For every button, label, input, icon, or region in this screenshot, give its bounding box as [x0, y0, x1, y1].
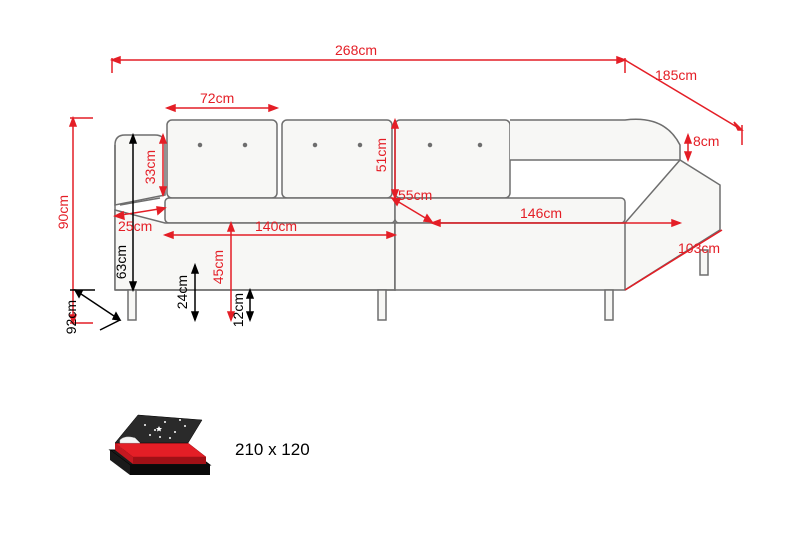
dim-armrest-total-h: 63cm [113, 245, 129, 279]
dim-depth-front: 92cm [63, 300, 79, 334]
dim-seat-depth: 55cm [398, 187, 432, 203]
dim-chaise-width: 103cm [678, 240, 720, 256]
dim-width-total: 268cm [335, 42, 377, 58]
bed-icon [110, 415, 210, 475]
dim-chaise-length: 146cm [520, 205, 562, 221]
dim-armrest-w: 25cm [118, 218, 152, 234]
dim-armrest-h: 8cm [693, 133, 719, 149]
dim-back-height: 51cm [373, 138, 389, 172]
dim-depth-chaise: 185cm [655, 67, 697, 83]
dim-leg-space: 24cm [174, 275, 190, 309]
bed-size-label: 210 x 120 [235, 440, 310, 460]
dim-leg-height: 12cm [230, 293, 246, 327]
dim-seat-height: 45cm [210, 250, 226, 284]
dim-height-back: 90cm [55, 195, 71, 229]
dim-seat-back-width: 72cm [200, 90, 234, 106]
dim-seat-width-left: 140cm [255, 218, 297, 234]
diagram-container: 268cm 185cm 72cm 90cm 33cm 51cm 55cm 140… [0, 0, 800, 533]
dim-back-cushion-h: 33cm [142, 150, 158, 184]
